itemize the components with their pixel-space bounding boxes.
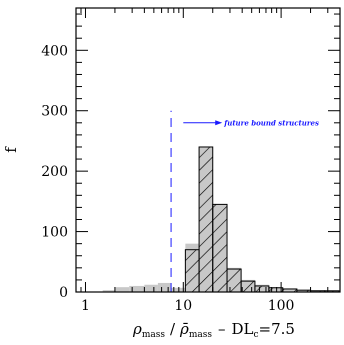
x-label-mass-sub2: mass xyxy=(189,330,213,340)
y-axis-label: f xyxy=(2,146,20,153)
plot-frame xyxy=(75,7,341,293)
x-tick-label: 1 xyxy=(81,298,90,314)
x-label-dash: – xyxy=(218,320,226,338)
x-axis-label: ρmass / ρ̄mass – DLc=7.5 xyxy=(132,320,295,340)
x-label-dl: DL xyxy=(232,320,254,338)
hatched-bar-0 xyxy=(184,249,200,293)
x-tick-label: 10 xyxy=(174,298,192,314)
y-tick-label: 200 xyxy=(41,164,68,180)
x-label-slash: / xyxy=(170,320,176,338)
gray-bar-2 xyxy=(129,285,145,292)
gray-bar-5 xyxy=(171,287,186,292)
x-tick-label: 100 xyxy=(268,298,295,314)
x-label-dl-sub: c xyxy=(254,330,259,340)
gray-bar-4 xyxy=(157,282,172,292)
hatched-bar-2 xyxy=(212,203,228,293)
x-label-mass-sub: mass xyxy=(142,330,166,340)
gray-bar-3 xyxy=(144,284,158,292)
hatched-bar-4 xyxy=(240,280,256,293)
y-tick-label: 100 xyxy=(41,225,68,241)
x-label-rhobar: ρ̄ xyxy=(179,320,189,338)
x-label-rho: ρ xyxy=(132,320,142,338)
y-tick-label: 400 xyxy=(41,43,68,59)
tick-labels: 1 10 100 0 100 200 300 400 xyxy=(41,43,294,314)
hatched-bar-3 xyxy=(226,268,242,293)
y-tick-label: 0 xyxy=(59,285,68,301)
gray-bar-1 xyxy=(114,287,130,292)
hatched-bar-5 xyxy=(254,285,270,293)
gray-bar-0 xyxy=(102,290,115,292)
annotation-arrowhead xyxy=(215,120,223,126)
hatched-bar-series xyxy=(184,146,340,293)
annotation-text: future bound structures xyxy=(223,118,319,127)
axis-ticks xyxy=(75,8,341,293)
hatched-bar-1 xyxy=(198,146,214,293)
y-tick-label: 300 xyxy=(41,104,68,120)
x-label-dl-value: =7.5 xyxy=(259,320,295,338)
